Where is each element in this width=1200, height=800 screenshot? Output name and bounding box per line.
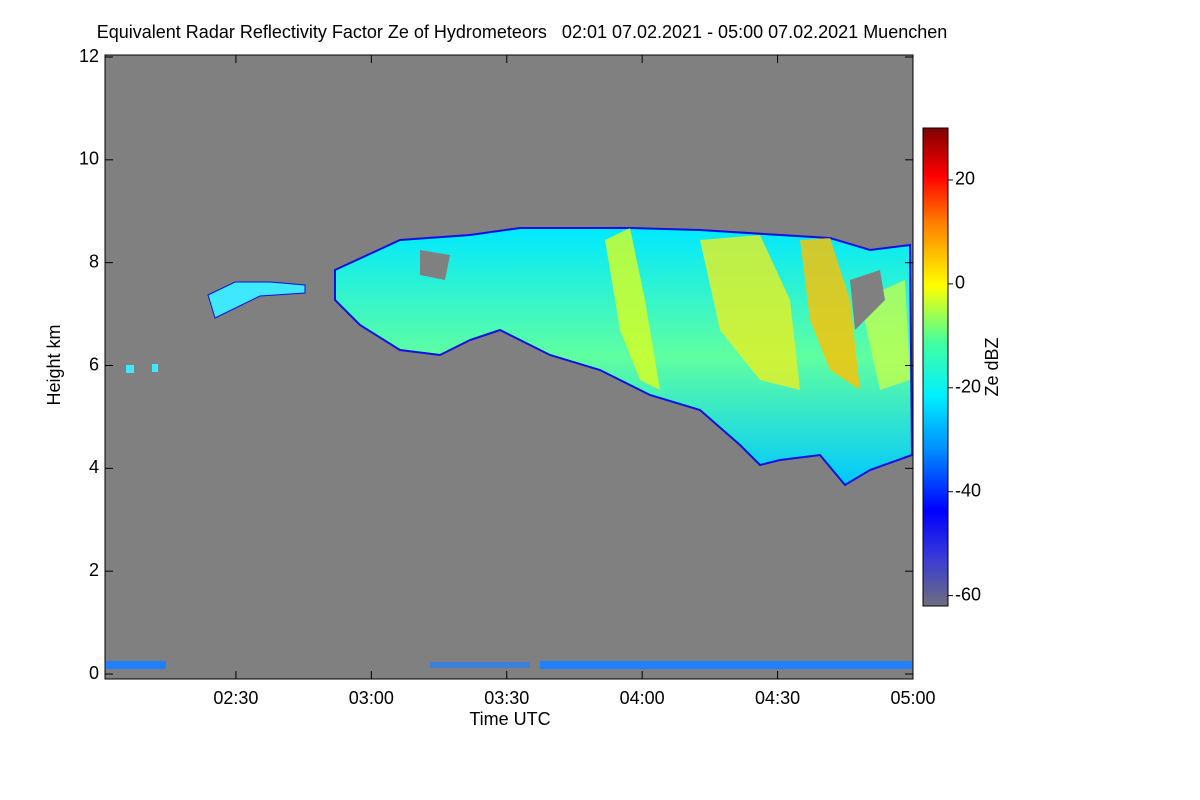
- colorbar: [922, 127, 949, 607]
- colorbar-tick-label: 0: [955, 273, 965, 293]
- colorbar-tick-label: -40: [955, 480, 981, 500]
- x-axis-label: Time UTC: [469, 709, 550, 729]
- colorbar-tick-label: -60: [955, 584, 981, 604]
- x-tick-label: 04:30: [755, 688, 800, 708]
- x-tick-label: 04:00: [620, 688, 665, 708]
- y-tick-label: 0: [89, 663, 99, 683]
- y-tick-label: 2: [89, 560, 99, 580]
- x-tick-label: 03:30: [484, 688, 529, 708]
- colorbar-label: Ze dBZ: [982, 337, 1002, 396]
- x-tick-label: 05:00: [890, 688, 935, 708]
- plot-frame: [104, 54, 914, 680]
- y-axis-label: Height km: [44, 324, 64, 405]
- x-tick-label: 03:00: [349, 688, 394, 708]
- y-tick-label: 6: [89, 354, 99, 374]
- x-tick-label: 02:30: [213, 688, 258, 708]
- chart-title: Equivalent Radar Reflectivity Factor Ze …: [97, 22, 948, 42]
- y-tick-label: 10: [79, 149, 99, 169]
- y-tick-label: 8: [89, 251, 99, 271]
- colorbar-tick-label: -20: [955, 377, 981, 397]
- echo: [106, 227, 914, 669]
- y-tick-label: 4: [89, 457, 99, 477]
- colorbar-tick-label: 20: [955, 169, 975, 189]
- y-tick-label: 12: [79, 46, 99, 66]
